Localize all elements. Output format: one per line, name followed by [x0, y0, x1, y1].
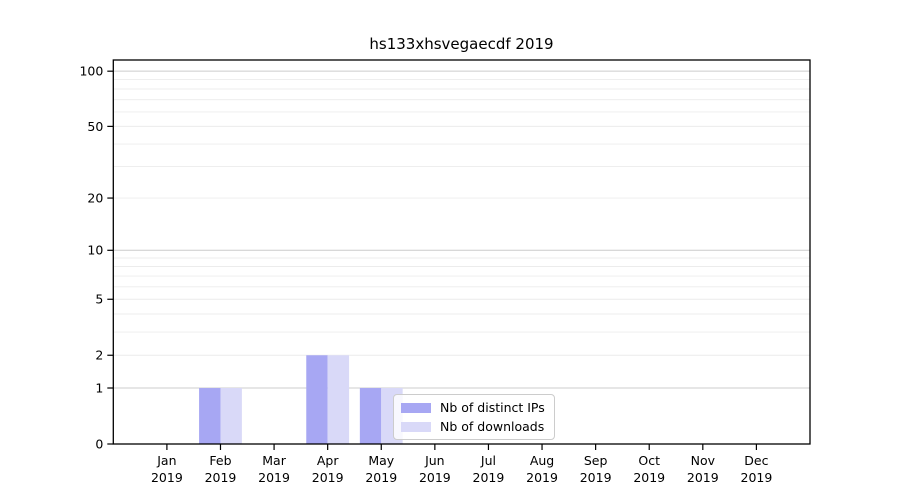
- x-tick-label-month: Mar: [262, 453, 286, 468]
- x-tick-label-year: 2019: [526, 470, 558, 485]
- x-tick-label-year: 2019: [580, 470, 612, 485]
- x-axis: Jan 2019 Feb 2019 Mar 2019 Apr 2019 May 2019 Jun 20…: [151, 444, 772, 485]
- x-tick-label-year: 2019: [633, 470, 665, 485]
- legend-item-downloads: Nb of downloads: [401, 418, 545, 435]
- bar-distinct-ips: [306, 355, 328, 444]
- x-tick-label-month: Jul: [480, 453, 496, 468]
- legend-swatch-distinct-ips: [401, 402, 431, 413]
- x-tick-label-month: Jan: [156, 453, 176, 468]
- y-tick-label: 1: [95, 380, 103, 395]
- legend-item-distinct-ips: Nb of distinct IPs: [401, 399, 545, 416]
- y-tick-label: 5: [95, 292, 103, 307]
- bars: [199, 355, 403, 444]
- x-tick-label-month: Jun: [424, 453, 445, 468]
- y-tick-label: 0: [95, 436, 103, 451]
- y-tick-label: 50: [87, 119, 103, 134]
- x-tick-label-year: 2019: [687, 470, 719, 485]
- x-tick-label-year: 2019: [312, 470, 344, 485]
- legend-swatch-downloads: [401, 421, 431, 432]
- x-tick-label-month: Apr: [317, 453, 339, 468]
- x-tick-label-year: 2019: [151, 470, 183, 485]
- x-tick-label-year: 2019: [473, 470, 505, 485]
- x-tick-label-year: 2019: [419, 470, 451, 485]
- bar-distinct-ips: [359, 388, 382, 444]
- x-tick-label-month: Sep: [584, 453, 608, 468]
- legend-label-downloads: Nb of downloads: [440, 419, 545, 434]
- x-tick-label-month: Oct: [638, 453, 660, 468]
- chart-title: hs133xhsvegaecdf 2019: [369, 35, 554, 53]
- bar-downloads: [327, 355, 350, 444]
- legend: Nb of distinct IPs Nb of downloads: [393, 394, 555, 440]
- legend-label-distinct-ips: Nb of distinct IPs: [440, 400, 545, 415]
- y-axis: 0 1 2 5 10 20 50 100: [79, 64, 114, 451]
- x-tick-label-month: Feb: [209, 453, 231, 468]
- x-tick-label-year: 2019: [258, 470, 290, 485]
- y-tick-label: 10: [87, 243, 103, 258]
- x-tick-label-year: 2019: [365, 470, 397, 485]
- major-gridlines: [113, 70, 810, 389]
- x-tick-label-month: Nov: [691, 453, 716, 468]
- y-tick-label: 100: [79, 64, 103, 79]
- y-tick-label: 20: [87, 190, 103, 205]
- x-tick-label-month: Aug: [530, 453, 554, 468]
- axes-frame: [112, 59, 811, 445]
- x-tick-label-month: Dec: [744, 453, 768, 468]
- x-tick-label-year: 2019: [741, 470, 773, 485]
- minor-gridlines: [113, 79, 810, 356]
- bar-distinct-ips: [199, 388, 221, 444]
- y-tick-label: 2: [95, 348, 103, 363]
- x-tick-label-year: 2019: [205, 470, 237, 485]
- bar-downloads: [220, 388, 242, 444]
- x-tick-label-month: May: [368, 453, 394, 468]
